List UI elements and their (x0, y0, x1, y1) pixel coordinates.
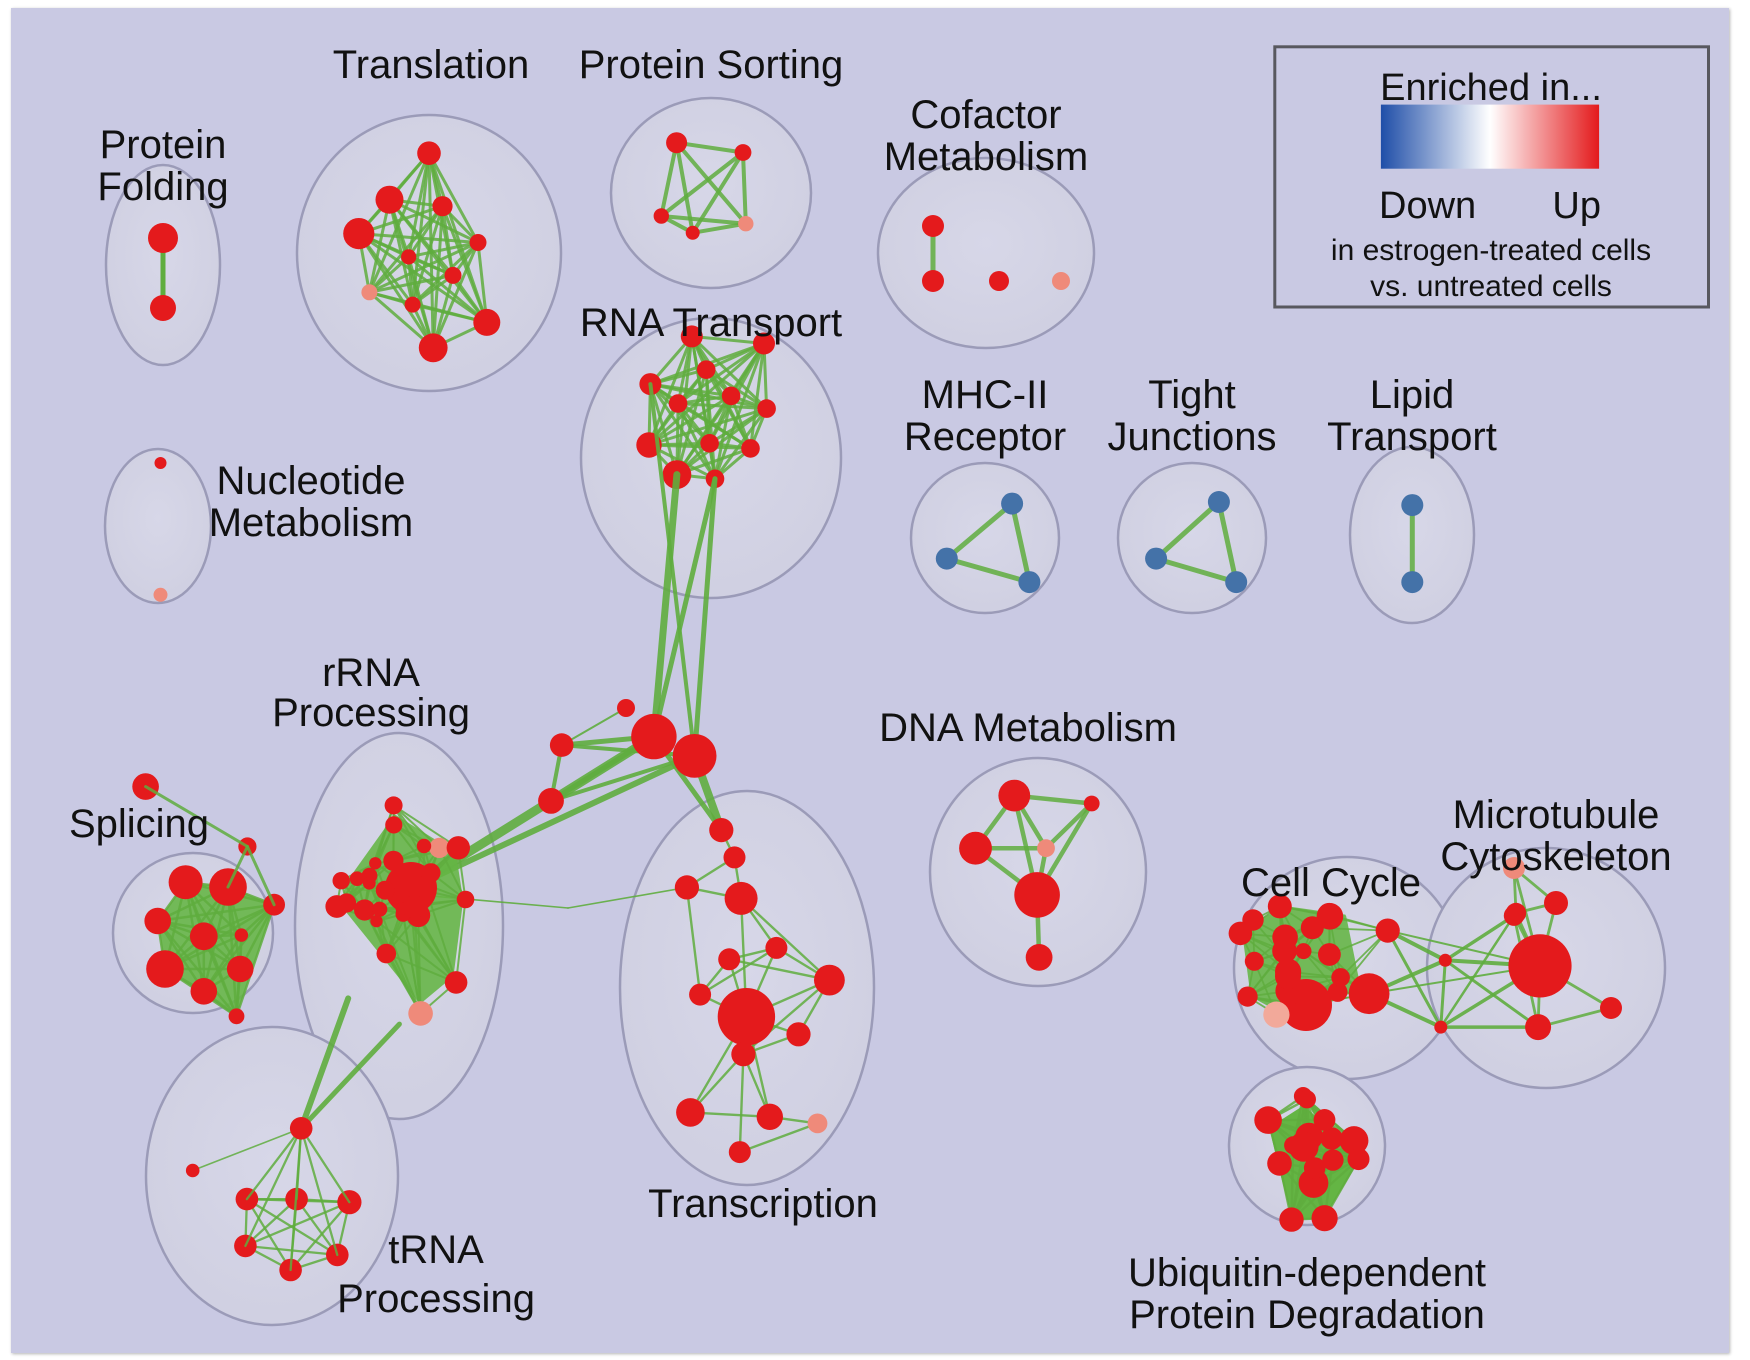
svg-text:rRNA: rRNA (322, 651, 420, 695)
svg-text:Transcription: Transcription (648, 1182, 878, 1226)
svg-text:Ubiquitin-dependent: Ubiquitin-dependent (1128, 1251, 1486, 1295)
svg-text:Translation: Translation (333, 43, 529, 87)
svg-text:Down: Down (1379, 185, 1476, 227)
svg-text:Processing: Processing (272, 691, 470, 735)
svg-text:Folding: Folding (97, 165, 228, 209)
svg-text:Enriched in...: Enriched in... (1380, 67, 1602, 109)
svg-text:Nucleotide: Nucleotide (216, 459, 405, 503)
svg-text:Cell Cycle: Cell Cycle (1241, 861, 1421, 905)
svg-text:Protein Degradation: Protein Degradation (1129, 1293, 1485, 1337)
svg-text:Transport: Transport (1327, 415, 1497, 459)
svg-text:Microtubule: Microtubule (1453, 793, 1660, 837)
svg-text:vs. untreated cells: vs. untreated cells (1370, 270, 1612, 303)
svg-text:Tight: Tight (1148, 373, 1235, 417)
svg-text:Protein: Protein (100, 123, 227, 167)
svg-text:RNA Transport: RNA Transport (580, 301, 842, 345)
svg-text:tRNA: tRNA (388, 1228, 484, 1272)
svg-text:in estrogen-treated cells: in estrogen-treated cells (1331, 234, 1651, 267)
svg-text:Up: Up (1552, 185, 1601, 227)
svg-text:Splicing: Splicing (69, 802, 209, 846)
svg-text:Cytoskeleton: Cytoskeleton (1440, 835, 1671, 879)
svg-text:Metabolism: Metabolism (209, 501, 414, 545)
svg-text:Metabolism: Metabolism (884, 135, 1089, 179)
svg-text:Lipid: Lipid (1370, 373, 1455, 417)
svg-text:DNA Metabolism: DNA Metabolism (879, 706, 1177, 750)
svg-text:Protein Sorting: Protein Sorting (579, 43, 844, 87)
svg-text:MHC-II: MHC-II (922, 373, 1049, 417)
svg-text:Receptor: Receptor (904, 415, 1066, 459)
svg-text:Cofactor: Cofactor (910, 93, 1061, 137)
svg-text:Junctions: Junctions (1108, 415, 1277, 459)
svg-text:Processing: Processing (337, 1277, 535, 1321)
